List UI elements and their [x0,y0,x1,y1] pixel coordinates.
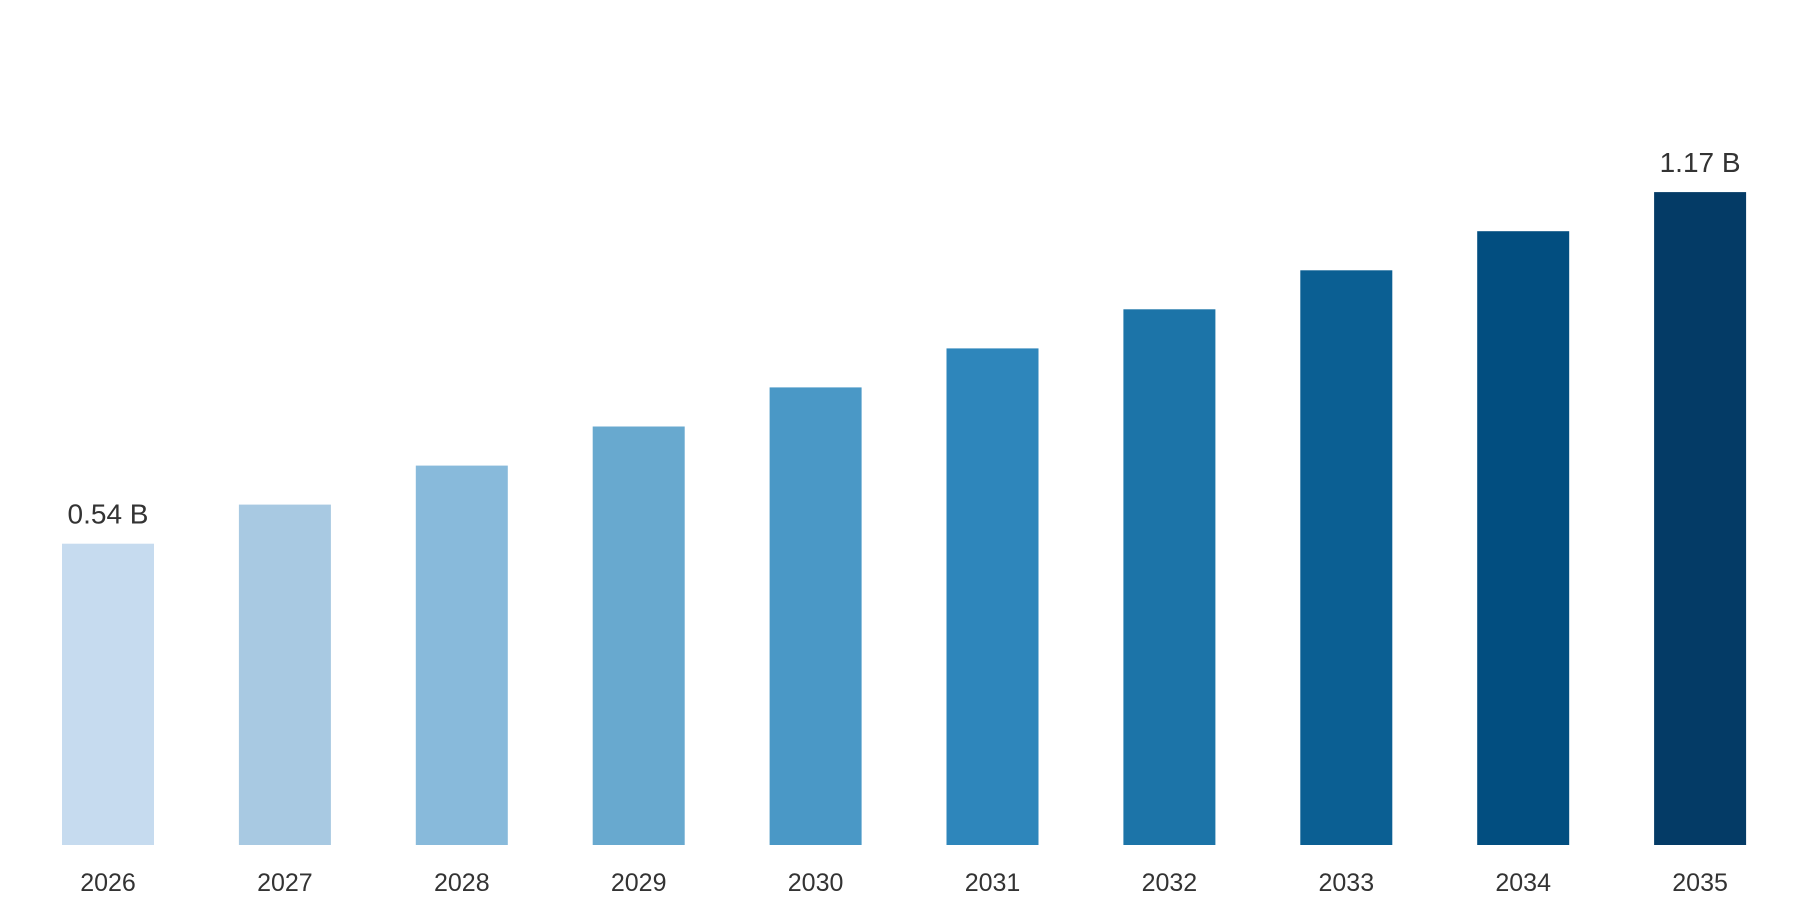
bar-2034 [1477,231,1570,845]
x-tick-label-2034: 2034 [1495,869,1551,897]
bar-2026 [62,543,154,845]
x-tick-label-2032: 2032 [1142,869,1198,897]
x-tick-label-2035: 2035 [1672,869,1728,897]
data-labels-layer: 0.54 B 1.17 B [68,147,1741,530]
x-tick-label-2033: 2033 [1318,869,1374,897]
x-tick-label-2028: 2028 [434,869,490,897]
x-tick-label-2030: 2030 [788,869,844,897]
data-label-2035: 1.17 B [1660,147,1741,178]
x-tick-label-2027: 2027 [257,869,313,897]
x-tick-label-2029: 2029 [611,869,667,897]
x-tick-label-2026: 2026 [80,869,136,897]
bar-2031 [946,348,1039,845]
data-label-2026: 0.54 B [68,499,149,530]
x-tick-label-2031: 2031 [965,869,1021,897]
bar-2029 [592,426,685,845]
bars-layer [62,192,1747,846]
bar-2030 [769,387,862,845]
x-tick-labels-layer: 2026 2027 2028 2029 2030 2031 2032 2033 2034 2035 [80,869,1728,897]
bar-2035 [1654,192,1747,846]
bar-2032 [1123,309,1216,845]
bar-2033 [1300,270,1393,845]
bar-2027 [238,504,331,845]
bar-2028 [415,465,508,845]
